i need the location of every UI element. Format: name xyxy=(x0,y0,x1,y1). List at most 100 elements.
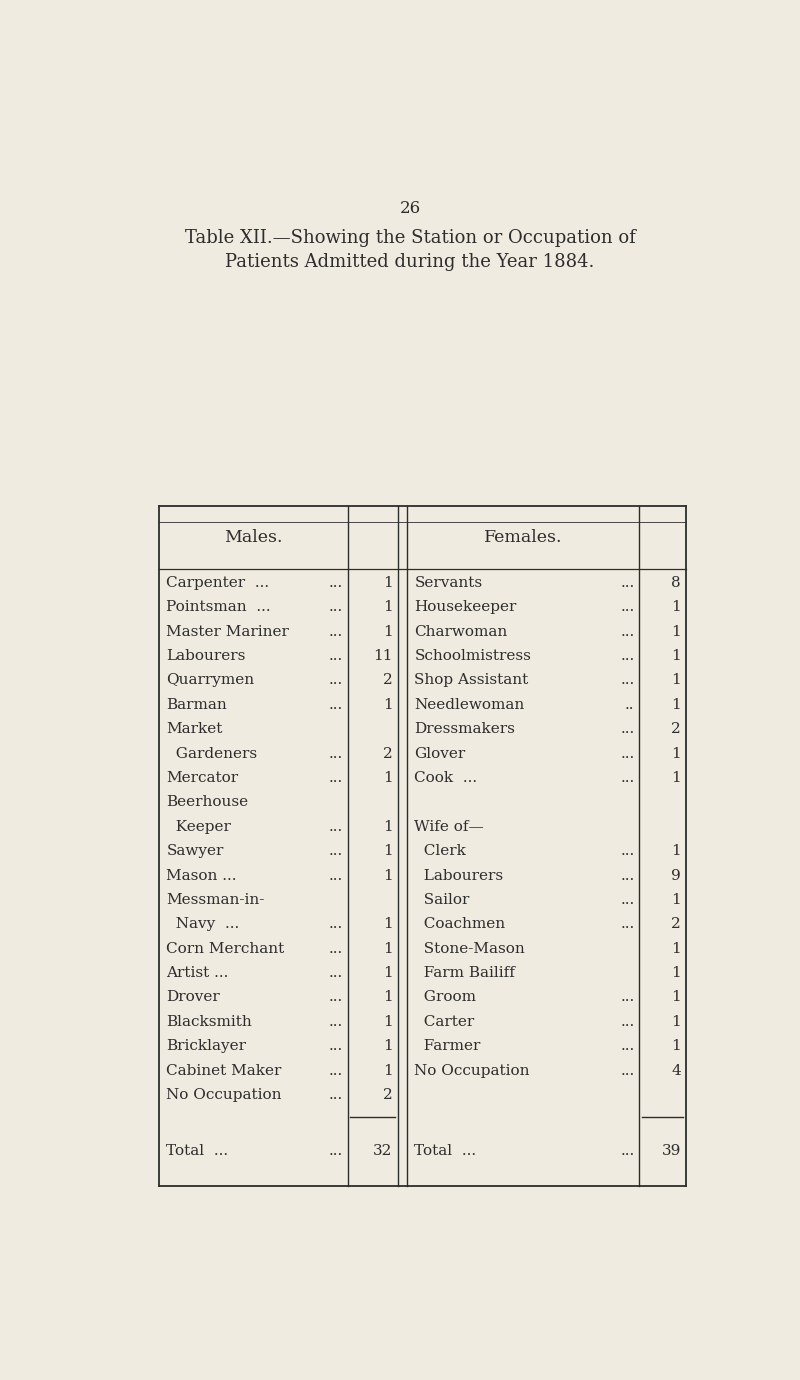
Text: ...: ... xyxy=(329,1014,343,1029)
Text: Clerk: Clerk xyxy=(414,845,466,858)
Text: 1: 1 xyxy=(671,941,681,956)
Text: ...: ... xyxy=(620,991,634,1005)
Text: 1: 1 xyxy=(671,1039,681,1053)
Text: 2: 2 xyxy=(383,747,393,760)
Text: Mercator: Mercator xyxy=(166,771,238,785)
Text: Cook  ...: Cook ... xyxy=(414,771,478,785)
Text: Navy  ...: Navy ... xyxy=(166,918,239,932)
Text: Artist ...: Artist ... xyxy=(166,966,229,980)
Text: 1: 1 xyxy=(383,1064,393,1078)
Text: Master Mariner: Master Mariner xyxy=(166,625,290,639)
Text: Drover: Drover xyxy=(166,991,220,1005)
Text: ...: ... xyxy=(620,845,634,858)
Text: Coachmen: Coachmen xyxy=(414,918,506,932)
Text: Stone-Mason: Stone-Mason xyxy=(414,941,525,956)
Text: 1: 1 xyxy=(383,918,393,932)
Text: 1: 1 xyxy=(671,1014,681,1029)
Text: ...: ... xyxy=(329,991,343,1005)
Text: 1: 1 xyxy=(383,1014,393,1029)
Text: Patients Admitted during the Year 1884.: Patients Admitted during the Year 1884. xyxy=(226,253,594,270)
Text: Dressmakers: Dressmakers xyxy=(414,722,515,736)
Text: ...: ... xyxy=(329,771,343,785)
Text: 1: 1 xyxy=(383,771,393,785)
Text: ...: ... xyxy=(329,698,343,712)
Text: 8: 8 xyxy=(671,575,681,589)
Text: Housekeeper: Housekeeper xyxy=(414,600,517,614)
Text: 1: 1 xyxy=(383,966,393,980)
Text: ...: ... xyxy=(329,575,343,589)
Text: Females.: Females. xyxy=(484,529,562,546)
Text: 1: 1 xyxy=(383,868,393,882)
Text: ...: ... xyxy=(329,1144,343,1158)
Text: 1: 1 xyxy=(383,575,393,589)
Text: Corn Merchant: Corn Merchant xyxy=(166,941,285,956)
Text: Barman: Barman xyxy=(166,698,227,712)
Text: ...: ... xyxy=(329,600,343,614)
Text: Charwoman: Charwoman xyxy=(414,625,507,639)
Text: Sailor: Sailor xyxy=(414,893,470,907)
Text: Bricklayer: Bricklayer xyxy=(166,1039,246,1053)
Text: Carter: Carter xyxy=(414,1014,474,1029)
Text: Needlewoman: Needlewoman xyxy=(414,698,525,712)
Text: Mason ...: Mason ... xyxy=(166,868,237,882)
Text: ..: .. xyxy=(625,698,634,712)
Text: Cabinet Maker: Cabinet Maker xyxy=(166,1064,282,1078)
Text: Messman-in-: Messman-in- xyxy=(166,893,265,907)
Text: 4: 4 xyxy=(671,1064,681,1078)
Text: ...: ... xyxy=(329,1087,343,1103)
Text: 1: 1 xyxy=(383,845,393,858)
Text: 1: 1 xyxy=(671,893,681,907)
Text: 1: 1 xyxy=(671,673,681,687)
Text: 1: 1 xyxy=(383,991,393,1005)
Text: 11: 11 xyxy=(373,649,393,662)
Text: Schoolmistress: Schoolmistress xyxy=(414,649,531,662)
Text: Glover: Glover xyxy=(414,747,466,760)
Text: ...: ... xyxy=(620,1064,634,1078)
Text: 2: 2 xyxy=(671,918,681,932)
Text: 1: 1 xyxy=(671,649,681,662)
Text: ...: ... xyxy=(329,1064,343,1078)
Text: 2: 2 xyxy=(671,722,681,736)
Text: ...: ... xyxy=(329,747,343,760)
Text: 1: 1 xyxy=(383,1039,393,1053)
Text: Gardeners: Gardeners xyxy=(166,747,258,760)
Text: No Occupation: No Occupation xyxy=(166,1087,282,1103)
Text: 39: 39 xyxy=(662,1144,681,1158)
Text: ...: ... xyxy=(620,868,634,882)
Text: ...: ... xyxy=(329,820,343,834)
Text: ...: ... xyxy=(620,747,634,760)
Text: Total  ...: Total ... xyxy=(166,1144,229,1158)
Text: 1: 1 xyxy=(671,625,681,639)
Text: ...: ... xyxy=(329,868,343,882)
Text: 1: 1 xyxy=(383,941,393,956)
Text: Sawyer: Sawyer xyxy=(166,845,224,858)
Text: 2: 2 xyxy=(383,673,393,687)
Text: ...: ... xyxy=(329,673,343,687)
Text: ...: ... xyxy=(329,966,343,980)
Text: Blacksmith: Blacksmith xyxy=(166,1014,252,1029)
Text: Market: Market xyxy=(166,722,222,736)
Text: 1: 1 xyxy=(671,991,681,1005)
Text: Farm Bailiff: Farm Bailiff xyxy=(414,966,515,980)
Text: Labourers: Labourers xyxy=(166,649,246,662)
Text: ...: ... xyxy=(620,771,634,785)
Text: ...: ... xyxy=(620,575,634,589)
Text: No Occupation: No Occupation xyxy=(414,1064,530,1078)
Text: 26: 26 xyxy=(399,200,421,217)
Text: ...: ... xyxy=(329,918,343,932)
Text: Males.: Males. xyxy=(224,529,282,546)
Text: Wife of—: Wife of— xyxy=(414,820,484,834)
Text: ...: ... xyxy=(620,1039,634,1053)
Text: Pointsman  ...: Pointsman ... xyxy=(166,600,271,614)
Text: ...: ... xyxy=(620,600,634,614)
Text: Shop Assistant: Shop Assistant xyxy=(414,673,529,687)
Text: Servants: Servants xyxy=(414,575,482,589)
Text: ...: ... xyxy=(329,941,343,956)
Text: ...: ... xyxy=(620,649,634,662)
Text: 1: 1 xyxy=(383,698,393,712)
Text: 1: 1 xyxy=(671,771,681,785)
Text: 9: 9 xyxy=(671,868,681,882)
Text: ...: ... xyxy=(329,649,343,662)
Text: 2: 2 xyxy=(383,1087,393,1103)
Text: 1: 1 xyxy=(671,600,681,614)
